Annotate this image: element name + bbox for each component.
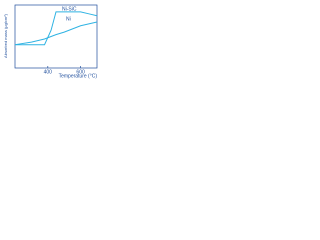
series-label: Ni-SiC [62,6,77,12]
series-label: Ni [66,16,71,22]
chart: Absorbed mass (μg/cm²) Temperature (°C) … [3,4,98,79]
series-line [14,21,98,46]
plot-frame [14,4,98,69]
series-line [15,11,98,46]
y-axis-label: Absorbed mass (μg/cm²) [3,13,8,58]
x-tick-label: 400 [44,69,53,75]
x-axis-label: Temperature (°C) [59,73,98,79]
x-tick-label: 600 [76,69,85,75]
